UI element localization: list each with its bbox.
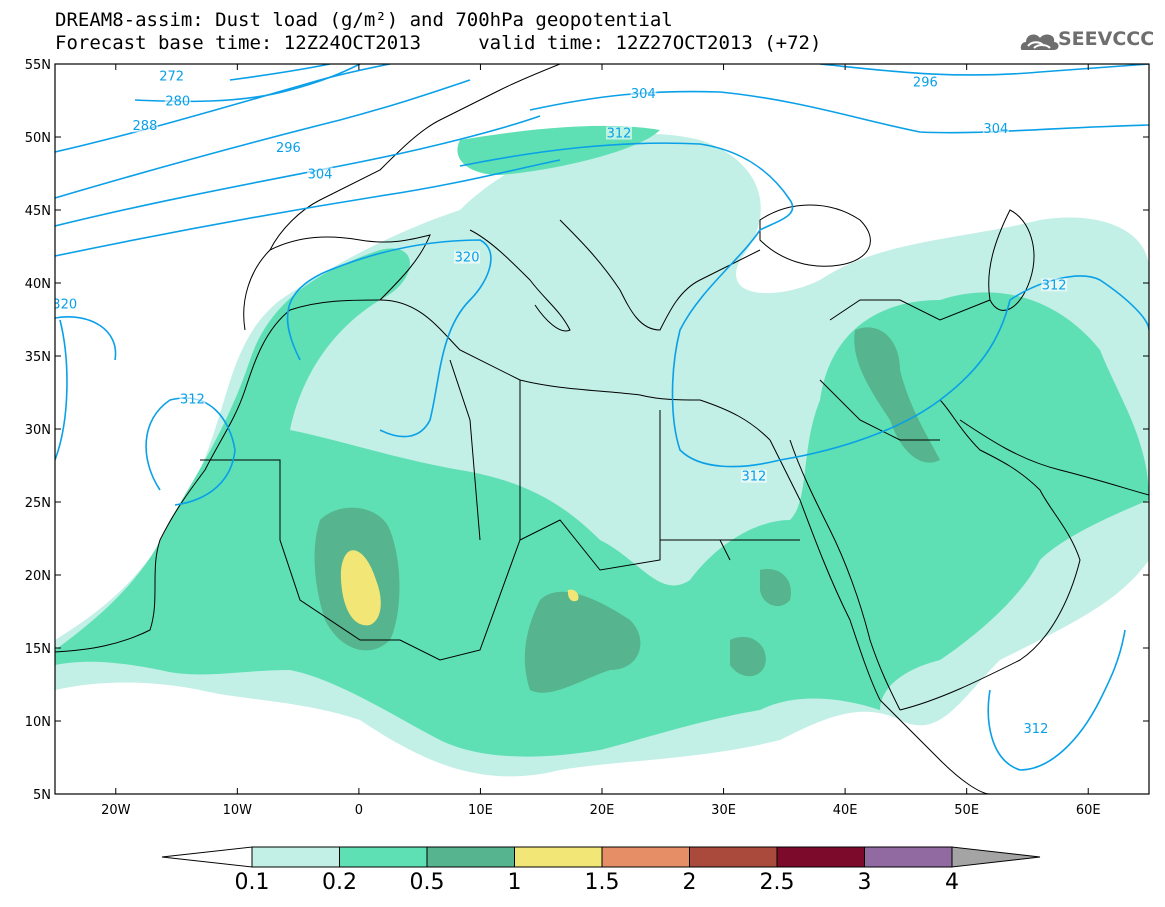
colorbar-segment xyxy=(601,846,690,868)
contour-label-bg xyxy=(630,87,657,101)
contour-label-bg xyxy=(982,122,1009,136)
contour-label-bg xyxy=(740,469,767,483)
colorbar-level-label: 2.5 xyxy=(760,870,795,895)
colorbar-segment xyxy=(689,846,778,868)
lat-tick-label: 25N xyxy=(25,496,51,511)
contour-label: 312 xyxy=(1024,722,1049,737)
contour-label: 296 xyxy=(913,75,938,90)
contour-label: 320 xyxy=(455,251,480,266)
dust-field-dark xyxy=(314,327,940,693)
colorbar: 0.1 0.2 0.5 1 1.5 2 2.5 3 4 xyxy=(161,846,1041,895)
seevccc-cloud-logo-icon xyxy=(1020,34,1059,50)
lat-tick-label: 55N xyxy=(25,58,51,73)
contour-label: 272 xyxy=(159,70,184,85)
geopotential-contours xyxy=(55,64,1149,771)
lon-tick-label: 60E xyxy=(1076,803,1101,818)
contour-label-bg xyxy=(306,167,333,181)
contour-label-bg xyxy=(55,297,78,311)
lat-tick-label: 30N xyxy=(25,423,51,438)
contour-label-bg xyxy=(1022,722,1049,736)
lon-tick-label: 10E xyxy=(468,803,493,818)
colorbar-level-label: 1.5 xyxy=(585,870,620,895)
lat-tick-label: 5N xyxy=(33,788,51,803)
colorbar-segment xyxy=(251,846,340,868)
colorbar-level-label: 0.5 xyxy=(410,870,445,895)
map-title: DREAM8-assim: Dust load (g/m²) and 700hP… xyxy=(55,9,673,31)
colorbar-segment xyxy=(864,846,953,868)
lat-tick-label: 50N xyxy=(25,131,51,146)
contour-label-bg xyxy=(179,392,206,406)
colorbar-segment xyxy=(514,846,603,868)
colorbar-level-label: 3 xyxy=(858,870,872,895)
lon-tick-label: 50E xyxy=(954,803,979,818)
contour-label-bg xyxy=(131,119,158,133)
lon-tick-label: 30E xyxy=(711,803,736,818)
lat-tick-label: 40N xyxy=(25,277,51,292)
colorbar-segment xyxy=(426,846,515,868)
colorbar-level-label: 0.1 xyxy=(235,870,270,895)
lat-tick-label: 15N xyxy=(25,642,51,657)
forecast-time-line: Forecast base time: 12Z24OCT2013 valid t… xyxy=(55,32,822,54)
colorbar-level-label: 0.2 xyxy=(322,870,357,895)
lat-tick-label: 10N xyxy=(25,715,51,730)
contour-label-bg xyxy=(1041,278,1068,292)
colorbar-level-label: 1 xyxy=(508,870,522,895)
contour-label: 296 xyxy=(276,141,301,156)
colorbar-level-label: 4 xyxy=(945,870,959,895)
contour-label: 312 xyxy=(742,470,767,485)
lon-tick-label: 10W xyxy=(223,803,253,818)
seevccc-logo-text: SEEVCCC xyxy=(1058,28,1155,50)
lat-tick-label: 35N xyxy=(25,350,51,365)
contour-label-bg xyxy=(454,250,481,264)
contour-label: 304 xyxy=(983,122,1008,137)
colorbar-over-triangle xyxy=(951,846,1041,868)
contour-label-bg xyxy=(164,94,191,108)
contour-label: 304 xyxy=(631,87,656,102)
colorbar-under-triangle xyxy=(161,846,253,868)
contour-label: 312 xyxy=(607,127,632,142)
colorbar-level-label: 2 xyxy=(683,870,697,895)
colorbar-segment xyxy=(339,846,428,868)
coastlines xyxy=(55,64,1149,794)
contour-label: 280 xyxy=(165,94,190,109)
contour-label: 320 xyxy=(52,297,77,312)
contour-label-bg xyxy=(158,69,185,83)
contour-label: 312 xyxy=(180,392,205,407)
dust-field-high xyxy=(340,550,579,626)
lon-tick-label: 20E xyxy=(590,803,615,818)
contour-label-bg xyxy=(606,126,633,140)
lon-tick-label: 20W xyxy=(101,803,131,818)
contour-label: 312 xyxy=(1042,278,1067,293)
contour-label: 304 xyxy=(308,167,333,182)
contour-label-bg xyxy=(275,141,302,155)
lon-tick-label: 0 xyxy=(355,803,363,818)
contour-label-bg xyxy=(912,75,939,89)
lat-tick-label: 20N xyxy=(25,569,51,584)
colorbar-segment xyxy=(776,846,865,868)
lat-tick-label: 45N xyxy=(25,204,51,219)
contour-label: 288 xyxy=(133,119,158,134)
lon-tick-label: 40E xyxy=(833,803,858,818)
